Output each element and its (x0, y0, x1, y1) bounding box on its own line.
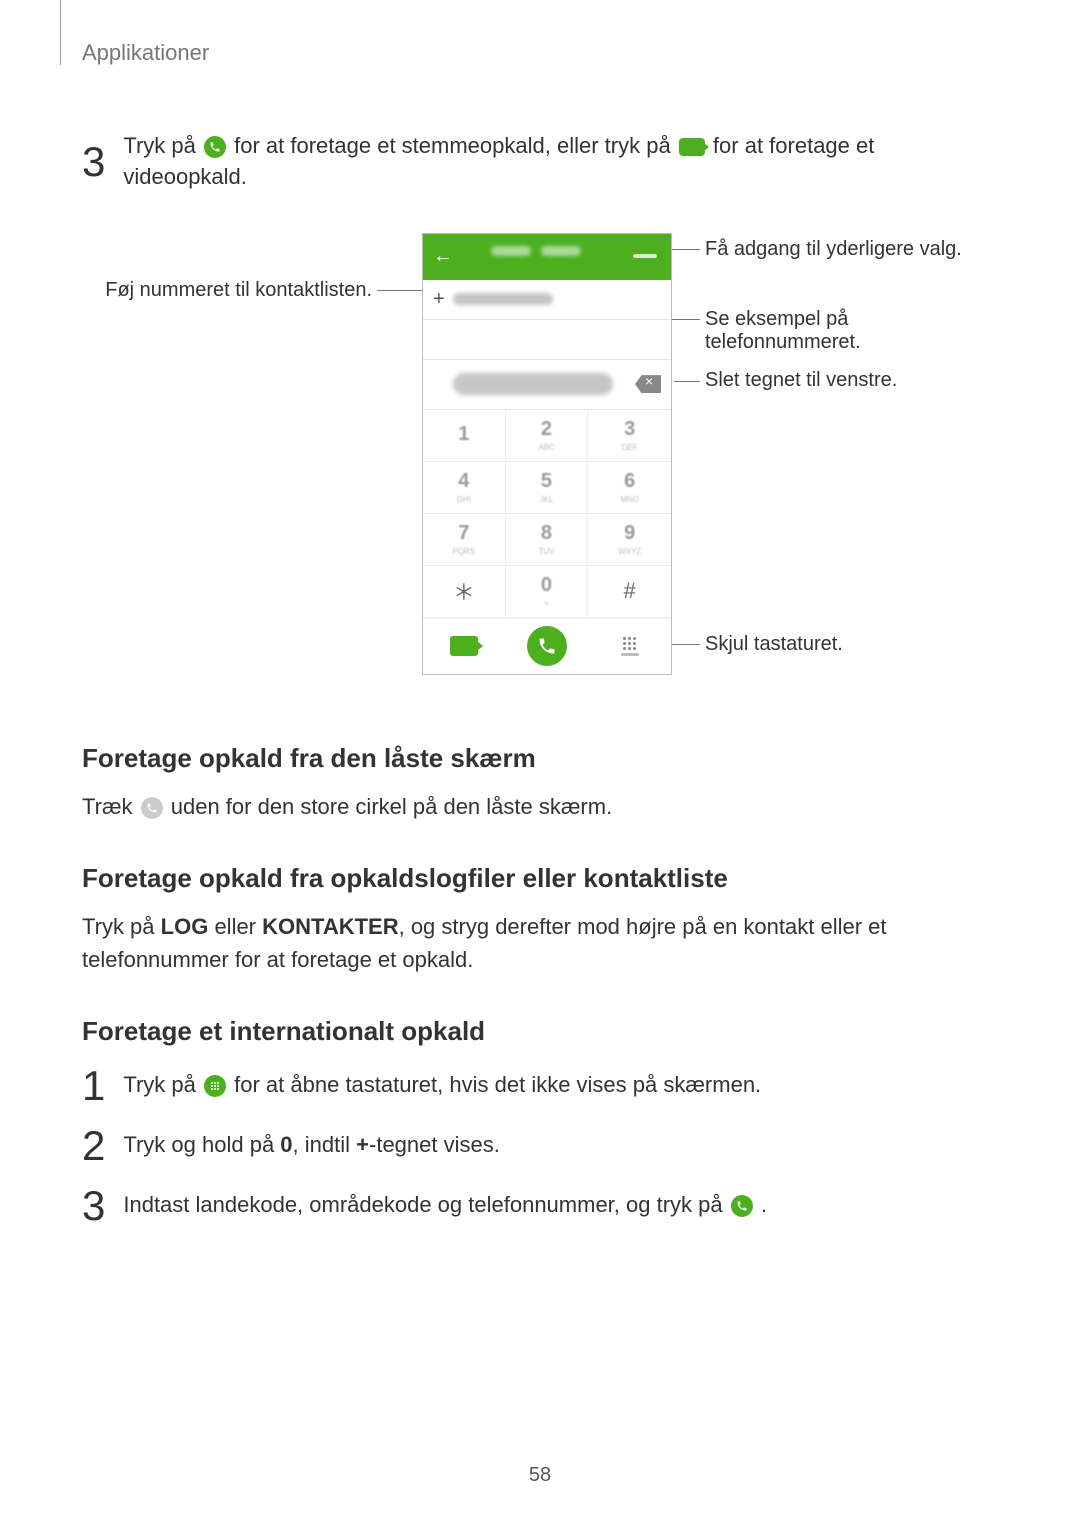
blurred-tab (491, 246, 531, 256)
step-text: Tryk og hold på 0, indtil +-tegnet vises… (123, 1130, 499, 1161)
number-display-row (423, 360, 671, 410)
callout-add-contact: Føj nummeret til kontaktlisten. (82, 279, 372, 302)
step-number: 2 (82, 1125, 105, 1167)
step-text: Tryk på for at foretage et stemmeopkald,… (123, 131, 998, 193)
bold-text: + (356, 1132, 369, 1157)
section-locked-screen-text: Træk uden for den store cirkel på den lå… (82, 790, 998, 823)
header-divider (60, 0, 61, 65)
bold-text: KONTAKTER (262, 914, 398, 939)
step-text: Tryk på for at åbne tastaturet, hvis det… (123, 1070, 761, 1101)
text-part: for at åbne tastaturet, hvis det ikke vi… (234, 1072, 761, 1097)
step-3: 3 Indtast landekode, områdekode og telef… (82, 1185, 998, 1227)
text-part: . (761, 1192, 767, 1217)
text-part: Tryk på (123, 1072, 202, 1097)
voice-call-icon (204, 136, 226, 158)
add-to-contacts-row[interactable]: + (423, 280, 671, 320)
hide-keypad-button[interactable] (621, 637, 639, 656)
step-number: 1 (82, 1065, 105, 1107)
section-international-title: Foretage et internationalt opkald (82, 1016, 998, 1047)
text-part: Indtast landekode, områdekode og telefon… (123, 1192, 728, 1217)
key-6[interactable]: 6MNO (588, 462, 671, 514)
section-log-contacts-title: Foretage opkald fra opkaldslogfiler elle… (82, 863, 998, 894)
bold-text: 0 (280, 1132, 292, 1157)
blurred-number (453, 373, 613, 395)
text-part: uden for den store cirkel på den låste s… (171, 794, 612, 819)
text-part: Træk (82, 794, 139, 819)
more-options-icon[interactable] (633, 254, 657, 258)
bold-text: LOG (161, 914, 209, 939)
key-star[interactable]: ＊ (423, 566, 506, 618)
key-7[interactable]: 7PQRS (423, 514, 506, 566)
phone-topbar: ← (423, 234, 671, 280)
voice-call-icon (731, 1195, 753, 1217)
phone-mock: ← + 1 2ABC 3DEF 4GHI 5JKL 6MNO 7 (422, 233, 672, 675)
key-0[interactable]: 0+ (506, 566, 589, 618)
blurred-tab (541, 246, 581, 256)
keypad: 1 2ABC 3DEF 4GHI 5JKL 6MNO 7PQRS 8TUV 9W… (423, 410, 671, 618)
keypad-dots-icon (623, 637, 636, 650)
video-call-icon (679, 138, 705, 156)
step-number: 3 (82, 141, 105, 183)
callout-more-options: Få adgang til yderligere valg. (705, 238, 962, 261)
phone-lock-icon (141, 797, 163, 819)
key-8[interactable]: 8TUV (506, 514, 589, 566)
callout-hide-keypad: Skjul tastaturet. (705, 633, 843, 656)
section-locked-screen-title: Foretage opkald fra den låste skærm (82, 743, 998, 774)
plus-icon: + (433, 288, 445, 311)
keypad-icon (204, 1075, 226, 1097)
call-button[interactable] (527, 626, 567, 666)
back-arrow-icon[interactable]: ← (433, 245, 453, 268)
text-part: Tryk på (82, 914, 161, 939)
callout-preview-number: Se eksempel på telefonnummeret. (705, 308, 1002, 354)
key-3[interactable]: 3DEF (588, 410, 671, 462)
text-part: , indtil (293, 1132, 357, 1157)
page-number: 58 (0, 1464, 1080, 1487)
top-step-3: 3 Tryk på for at foretage et stemmeopkal… (82, 131, 998, 193)
key-9[interactable]: 9WXYZ (588, 514, 671, 566)
key-4[interactable]: 4GHI (423, 462, 506, 514)
step-2: 2 Tryk og hold på 0, indtil +-tegnet vis… (82, 1125, 998, 1167)
keypad-bar-icon (621, 653, 639, 656)
header-section-label: Applikationer (82, 40, 1080, 66)
key-1[interactable]: 1 (423, 410, 506, 462)
leader-line (674, 381, 700, 382)
preview-row (423, 320, 671, 360)
step-number: 3 (82, 1185, 105, 1227)
text-part: Tryk og hold på (123, 1132, 280, 1157)
key-5[interactable]: 5JKL (506, 462, 589, 514)
backspace-icon[interactable] (635, 375, 661, 393)
callout-delete-char: Slet tegnet til venstre. (705, 369, 897, 392)
text-part: for at foretage et stemmeopkald, eller t… (234, 133, 677, 158)
text-part: Tryk på (123, 133, 202, 158)
section-log-contacts-text: Tryk på LOG eller KONTAKTER, og stryg de… (82, 910, 998, 976)
text-part: eller (208, 914, 262, 939)
video-call-button[interactable] (450, 636, 478, 656)
dialer-figure: Føj nummeret til kontaktlisten. Få adgan… (82, 233, 1002, 673)
step-1: 1 Tryk på for at åbne tastaturet, hvis d… (82, 1065, 998, 1107)
key-hash[interactable]: # (588, 566, 671, 618)
phone-bottom-bar (423, 618, 671, 674)
text-part: -tegnet vises. (369, 1132, 500, 1157)
international-steps: 1 Tryk på for at åbne tastaturet, hvis d… (82, 1065, 998, 1227)
step-text: Indtast landekode, områdekode og telefon… (123, 1190, 767, 1221)
blurred-label (453, 293, 553, 305)
key-2[interactable]: 2ABC (506, 410, 589, 462)
